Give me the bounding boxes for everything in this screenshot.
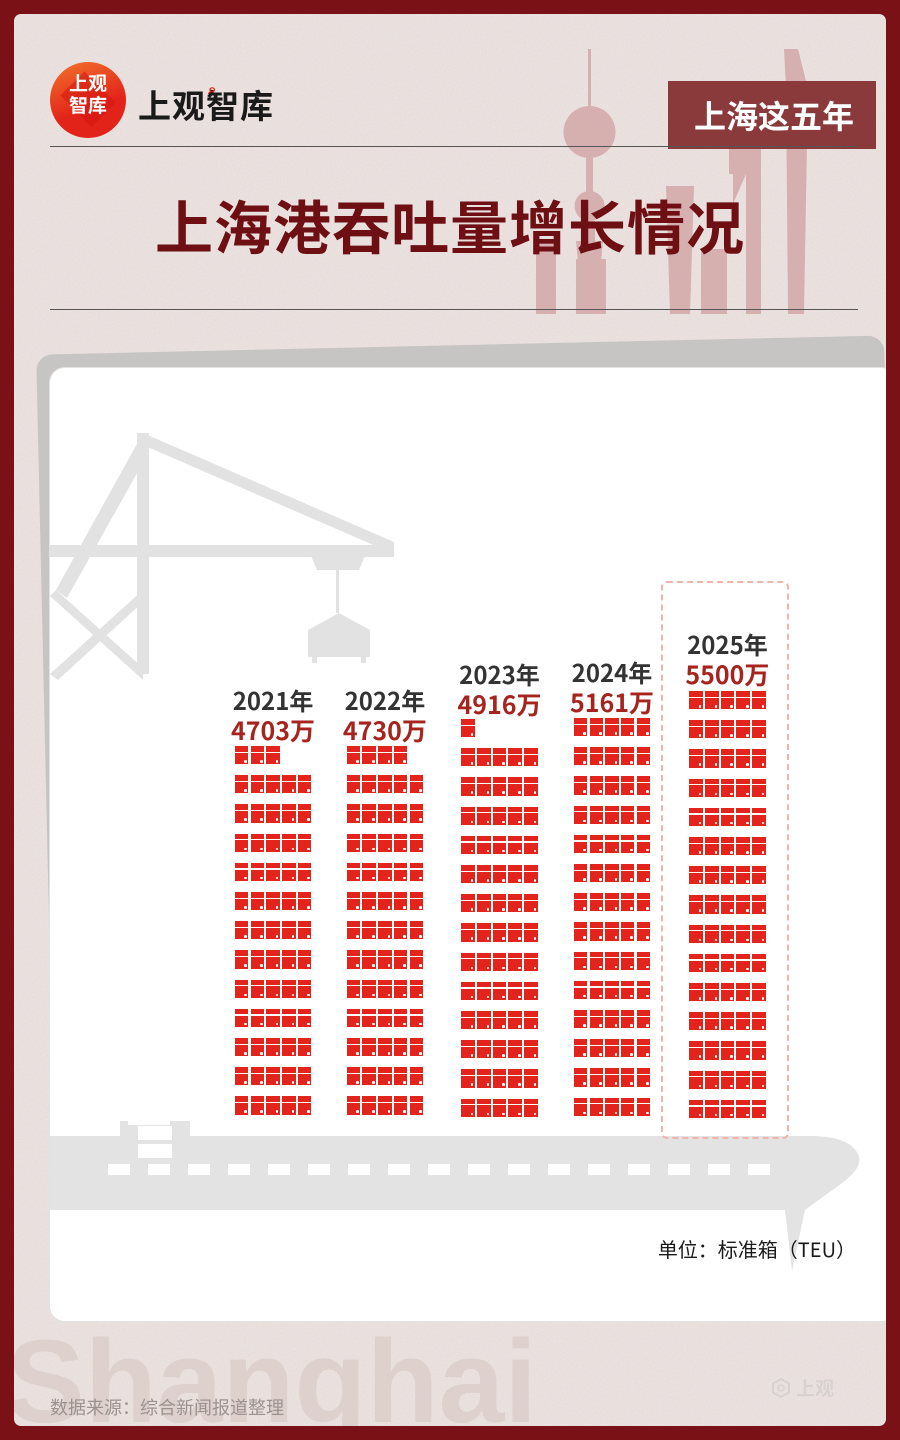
svg-text:上观: 上观 <box>796 1376 834 1401</box>
